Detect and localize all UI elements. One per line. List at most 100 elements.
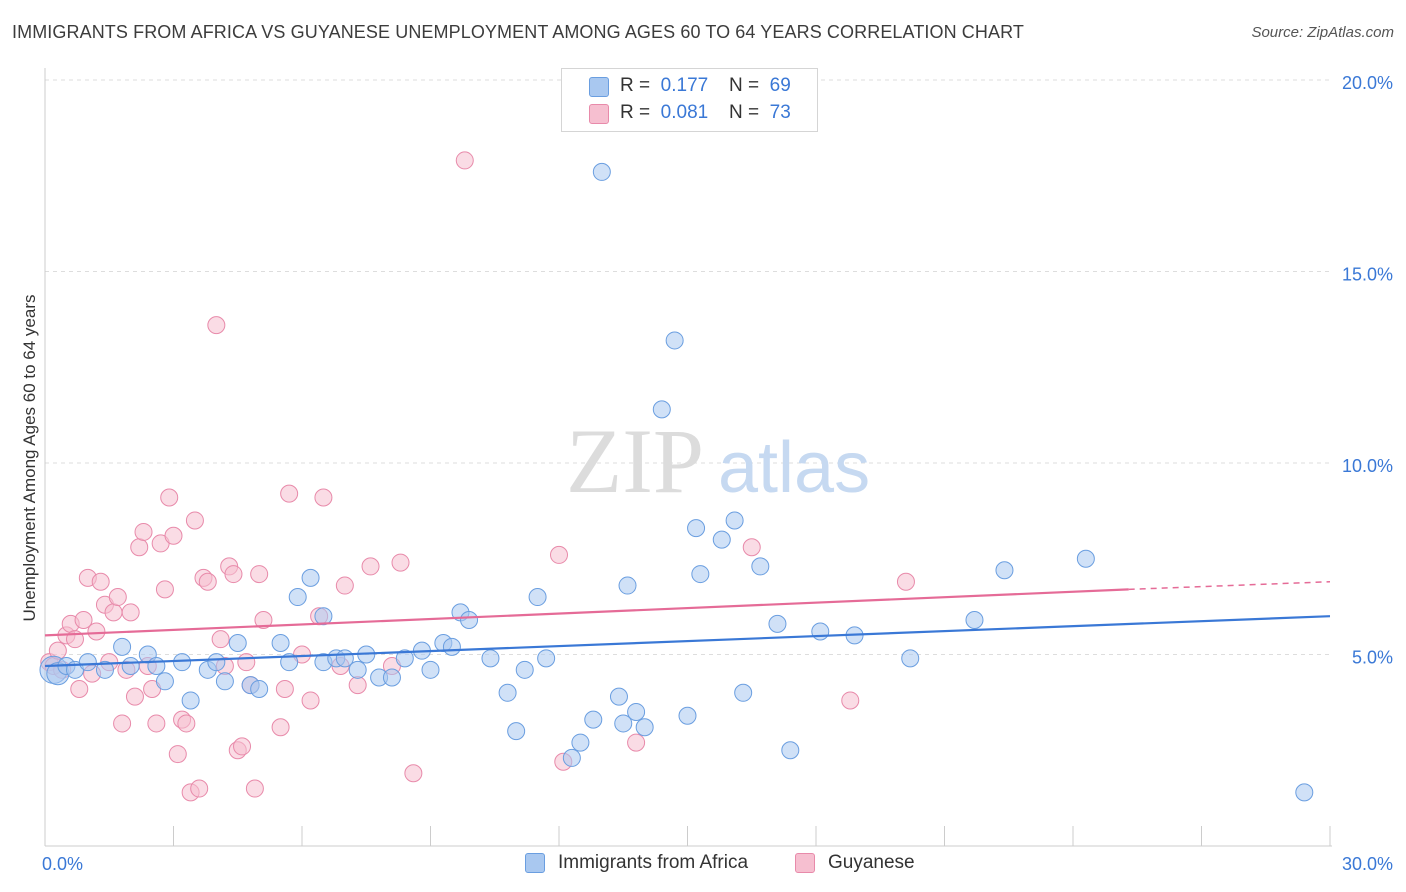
data-point-guyanese [841,691,860,710]
data-point-africa [537,649,556,668]
data-point-guyanese [87,622,106,641]
data-point-africa [215,672,234,691]
data-point-guyanese [113,714,132,733]
data-point-africa [515,660,534,679]
data-point-africa [155,672,174,691]
data-point-guyanese [301,691,320,710]
data-point-guyanese [198,572,217,591]
data-point-guyanese [108,588,127,607]
legend-n-label: N = [729,102,760,123]
data-point-africa [395,649,414,668]
data-point-guyanese [70,679,89,698]
data-point-guyanese [896,572,915,591]
data-point-guyanese [237,653,256,672]
data-point-guyanese [275,679,294,698]
data-point-guyanese [233,737,252,756]
data-point-africa [734,683,753,702]
data-point-africa [584,710,603,729]
data-point-africa [995,561,1014,580]
data-point-guyanese [271,718,290,737]
axes [44,68,1332,847]
data-point-guyanese [155,580,174,599]
data-point-africa [965,611,984,630]
data-point-guyanese [361,557,380,576]
legend-swatch-africa [589,77,609,97]
watermark-atlas: atlas [718,428,870,508]
data-point-africa [592,162,611,181]
data-point-guyanese [190,779,209,798]
data-point-guyanese [160,488,179,507]
data-point-guyanese [335,576,354,595]
data-point-africa [562,748,581,767]
data-point-guyanese [224,565,243,584]
y-tick-label: 15.0% [1342,265,1393,285]
y-axis-label: Unemployment Among Ages 60 to 64 years [20,294,39,622]
data-point-guyanese [280,484,299,503]
watermark: ZIP atlas [566,410,870,512]
data-point-guyanese [104,603,123,622]
data-point-africa [280,653,299,672]
data-point-guyanese [125,687,144,706]
data-point-africa [442,637,461,656]
data-point-africa [665,331,684,350]
data-point-guyanese [130,538,149,557]
data-point-africa [627,702,646,721]
legend-label-guyanese: Guyanese [828,852,915,873]
data-point-guyanese [404,764,423,783]
data-point-guyanese [164,526,183,545]
legend-r-value-guyanese: 0.081 [660,102,709,123]
data-point-africa [1076,549,1095,568]
data-point-guyanese [74,611,93,630]
data-point-africa [652,400,671,419]
data-point-guyanese [254,611,273,630]
x-tick-label: 0.0% [42,854,83,874]
data-point-africa [712,530,731,549]
data-point-africa [614,714,633,733]
data-point-africa [811,622,830,641]
data-point-guyanese [391,553,410,572]
y-tick-label: 10.0% [1342,456,1393,476]
trend-line-guyanese [44,588,1129,637]
data-point-africa [618,576,637,595]
data-point-africa [147,656,166,675]
data-point-africa [1295,783,1314,802]
data-point-africa [250,679,269,698]
data-point-africa [678,706,697,725]
legend-r-label: R = [620,102,651,123]
data-point-africa [781,741,800,760]
data-point-africa [609,687,628,706]
data-point-guyanese [627,733,646,752]
data-point-africa [751,557,770,576]
data-point-guyanese [348,676,367,695]
legend-n-value-africa: 69 [769,75,791,96]
x-tick-label: 30.0% [1342,854,1393,874]
data-point-africa [121,656,140,675]
data-point-guyanese [134,522,153,541]
data-point-africa [173,653,192,672]
series-legend: Immigrants from Africa Guyanese [0,852,1406,878]
data-point-guyanese [211,630,230,649]
data-point-africa [635,718,654,737]
correlation-legend: R = 0.177 N = 69 R = 0.081 N = 73 [561,68,818,132]
legend-swatch-guyanese [795,853,815,873]
y-tick-label: 20.0% [1342,73,1393,93]
legend-r-value-africa: 0.177 [660,75,709,96]
data-point-africa [113,637,132,656]
data-point-africa [78,653,97,672]
data-point-africa [314,607,333,626]
data-point-africa [460,611,479,630]
legend-label-africa: Immigrants from Africa [558,852,749,873]
chart-title: IMMIGRANTS FROM AFRICA VS GUYANESE UNEMP… [12,22,1024,42]
series-guyanese-points [40,151,915,802]
data-point-africa [301,568,320,587]
data-point-africa [95,660,114,679]
data-point-africa [348,660,367,679]
data-point-africa [498,683,517,702]
data-point-guyanese [245,779,264,798]
data-point-guyanese [91,572,110,591]
data-point-africa [382,668,401,687]
source-label: Source: ZipAtlas.com [1251,24,1394,41]
legend-swatch-africa [525,853,545,873]
data-point-africa [288,588,307,607]
